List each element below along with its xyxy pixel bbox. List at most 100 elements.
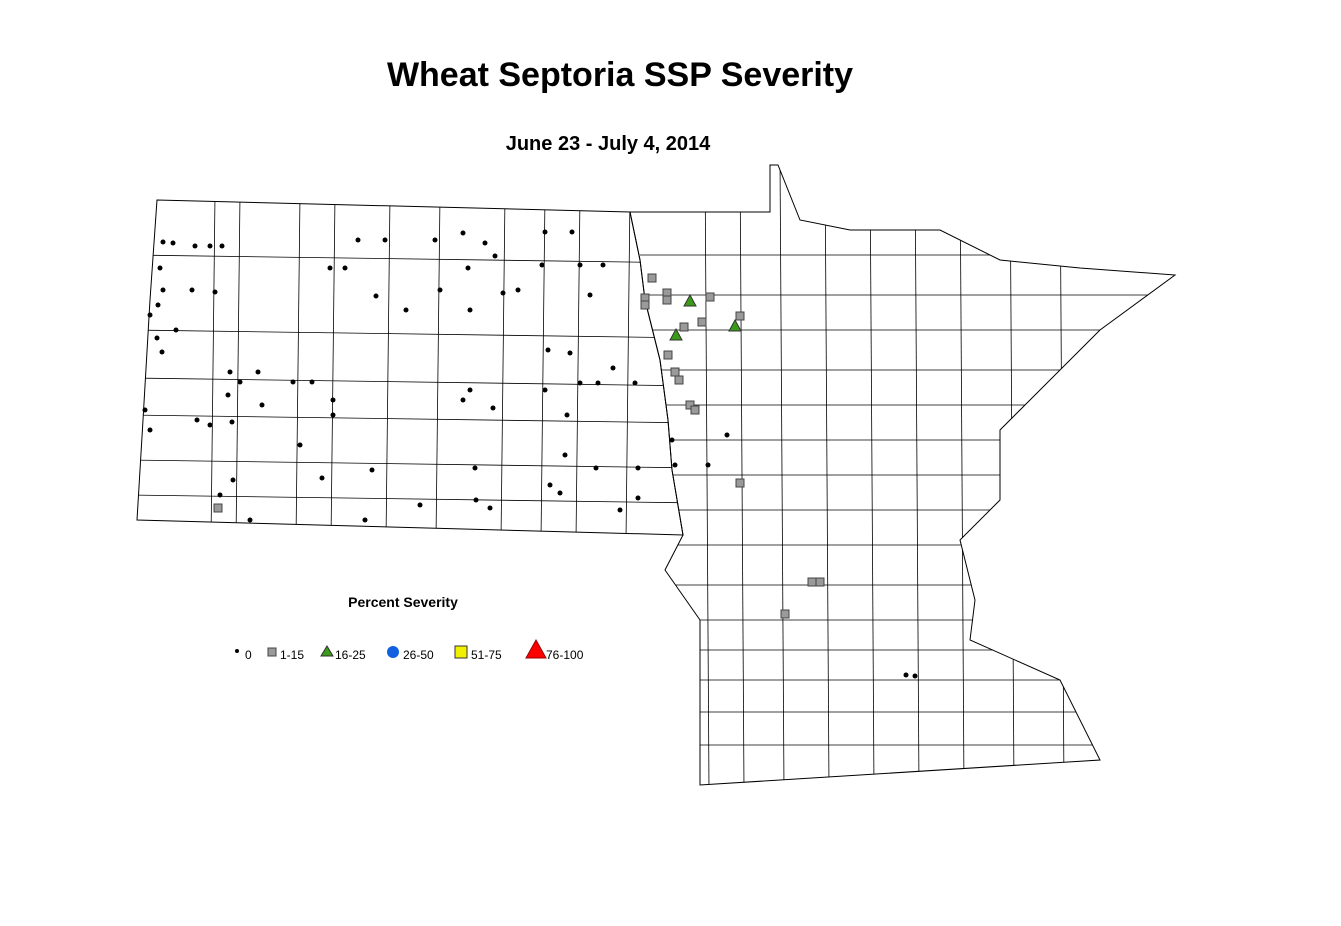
mn-counties: [640, 165, 1175, 785]
site-square: [697, 317, 707, 327]
county-line: [435, 200, 441, 535]
site-dot: [672, 462, 678, 468]
site-dot: [473, 497, 479, 503]
site-dot: [297, 442, 303, 448]
legend-title: Percent Severity: [348, 594, 458, 610]
nd-counties: [137, 200, 683, 535]
site-dot: [724, 432, 730, 438]
county-line: [235, 200, 241, 535]
site-dot: [192, 243, 198, 249]
county-line: [210, 200, 216, 535]
site-dot: [259, 402, 265, 408]
site-dot: [487, 505, 493, 511]
county-line: [625, 200, 631, 535]
site-dot: [472, 465, 478, 471]
county-line: [500, 200, 506, 535]
county-line: [914, 165, 920, 785]
site-dot: [595, 380, 601, 386]
legend-symbol: [320, 645, 334, 657]
site-triangle: [669, 327, 683, 341]
legend-label: 26-50: [403, 648, 434, 662]
site-dot: [542, 229, 548, 235]
county-line: [137, 377, 683, 387]
site-dot: [382, 237, 388, 243]
site-dot: [465, 265, 471, 271]
site-square: [735, 311, 745, 321]
legend-symbol: [235, 649, 239, 653]
site-dot: [154, 335, 160, 341]
site-dot: [577, 380, 583, 386]
site-dot: [160, 239, 166, 245]
site-dot: [912, 673, 918, 679]
site-square: [690, 405, 700, 415]
site-dot: [635, 495, 641, 501]
legend-symbol: [387, 646, 399, 658]
site-dot: [564, 412, 570, 418]
site-dot: [432, 237, 438, 243]
site-square: [674, 375, 684, 385]
site-dot: [482, 240, 488, 246]
site-dot: [189, 287, 195, 293]
site-square: [663, 350, 673, 360]
site-dot: [467, 307, 473, 313]
legend-symbol: [267, 647, 277, 657]
site-square: [662, 295, 672, 305]
legend-label: 16-25: [335, 648, 366, 662]
map-subtitle: June 23 - July 4, 2014: [506, 133, 711, 155]
site-dot: [327, 265, 333, 271]
site-dot: [500, 290, 506, 296]
county-line: [137, 329, 683, 339]
site-dot: [170, 240, 176, 246]
site-dot: [600, 262, 606, 268]
site-dot: [557, 490, 563, 496]
county-line: [1059, 165, 1065, 785]
site-dot: [547, 482, 553, 488]
site-dot: [460, 230, 466, 236]
site-dot: [330, 412, 336, 418]
site-dot: [255, 369, 261, 375]
legend-symbol: [525, 638, 547, 659]
site-dot: [515, 287, 521, 293]
county-line: [540, 200, 546, 535]
site-square: [705, 292, 715, 302]
site-dot: [142, 407, 148, 413]
county-line: [779, 165, 785, 785]
site-square: [640, 300, 650, 310]
site-dot: [309, 379, 315, 385]
site-dot: [225, 392, 231, 398]
county-line: [137, 494, 683, 504]
site-dot: [569, 229, 575, 235]
site-dot: [355, 237, 361, 243]
site-square: [685, 400, 695, 410]
county-line: [385, 200, 391, 535]
site-dot: [632, 380, 638, 386]
site-dot: [362, 517, 368, 523]
site-dot: [705, 462, 711, 468]
site-dot: [159, 349, 165, 355]
site-dot: [342, 265, 348, 271]
site-dot: [160, 287, 166, 293]
legend-symbol: [454, 645, 468, 659]
county-line: [137, 459, 683, 469]
county-line: [959, 165, 965, 785]
site-dot: [417, 502, 423, 508]
county-line: [330, 200, 336, 535]
site-dot: [567, 350, 573, 356]
site-dot: [319, 475, 325, 481]
legend: 0 1-15 16-25 26-50 51-75 76-100: [235, 638, 584, 662]
site-square: [807, 577, 817, 587]
site-square: [213, 503, 223, 513]
north-dakota: [136, 199, 684, 536]
site-square: [780, 609, 790, 619]
site-dot: [545, 347, 551, 353]
site-triangle: [683, 293, 697, 307]
site-dot: [577, 262, 583, 268]
site-square: [647, 273, 657, 283]
site-dot: [330, 397, 336, 403]
site-triangle: [728, 318, 742, 332]
site-dot: [173, 327, 179, 333]
site-dot: [194, 417, 200, 423]
map-title: Wheat Septoria SSP Severity: [387, 56, 853, 94]
site-dot: [217, 492, 223, 498]
